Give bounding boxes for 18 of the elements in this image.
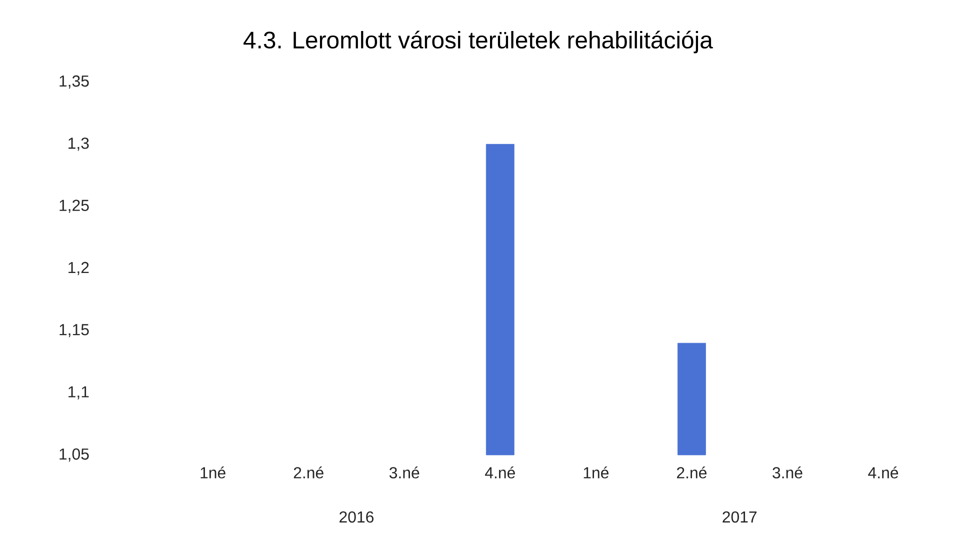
y-tick-label: 1,15 — [60, 324, 89, 338]
x-tick-label: 2.né — [677, 466, 707, 478]
y-tick-label: 1,05 — [60, 448, 89, 462]
text: 2016 — [340, 511, 374, 523]
y-tick-label: 1,3 — [68, 138, 89, 151]
x-tick-label: 1né — [200, 466, 226, 478]
x-tick-label: 3.né — [772, 466, 802, 478]
chart-title: 4.3. Leromlott városi területek rehabilitációja — [244, 30, 713, 54]
y-tick-label: 1,25 — [60, 200, 89, 213]
y-tick-label: 1,1 — [68, 386, 89, 400]
x-tick-label: 1né — [584, 466, 609, 478]
x-tick-label: 2.né — [294, 466, 324, 478]
y-tick-label: 1,2 — [68, 262, 89, 276]
x-tick-label: 3.né — [389, 466, 420, 478]
x-tick-label: 4.né — [868, 466, 898, 478]
text: 2017 — [722, 511, 757, 523]
x-tick-label: 4.né — [485, 466, 515, 478]
y-tick-label: 1,35 — [60, 75, 89, 89]
